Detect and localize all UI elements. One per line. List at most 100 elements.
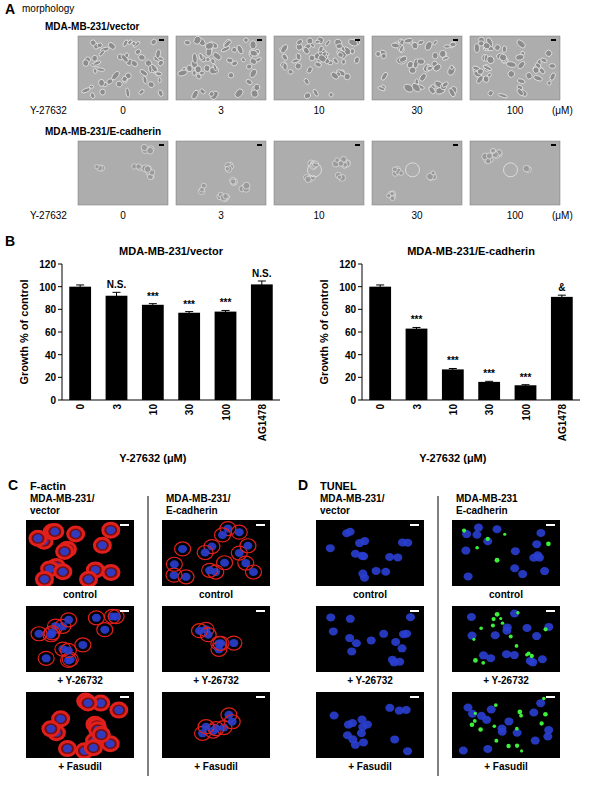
cell — [432, 52, 438, 59]
x-axis-label: Y-27632 (μM) — [419, 452, 487, 464]
cell — [192, 36, 202, 46]
cell — [282, 54, 288, 61]
error-line — [380, 285, 381, 288]
scale-bar — [410, 524, 419, 526]
cells — [461, 524, 550, 581]
x-tick-label: AG1478 — [557, 404, 568, 442]
cell — [337, 52, 344, 59]
dose-label: Y-27632 — [30, 105, 67, 116]
tunel-signal — [515, 744, 519, 748]
nucleus — [390, 735, 399, 743]
row-label: + Fasudil — [194, 761, 238, 772]
cell — [309, 55, 315, 61]
y-tick-label: 100 — [339, 282, 356, 293]
nucleus — [360, 537, 369, 545]
error-bar — [413, 327, 421, 329]
cell — [485, 55, 495, 65]
cell — [225, 167, 229, 171]
cell — [517, 78, 526, 84]
f-actin — [231, 525, 247, 539]
fluorescence-image — [316, 606, 424, 672]
tunel-signal — [478, 727, 483, 732]
cell — [281, 53, 289, 61]
cell — [125, 88, 130, 98]
nucleus — [402, 706, 411, 714]
nucleus — [482, 716, 491, 724]
nucleus — [474, 524, 483, 532]
cell — [499, 53, 508, 61]
bar — [406, 329, 428, 400]
column-title: vector — [30, 505, 60, 516]
nucleus — [529, 708, 538, 716]
cell — [317, 53, 328, 63]
f-actin — [30, 531, 46, 545]
nucleus — [358, 570, 367, 578]
row-title: MDA-MB-231/E-cadherin — [45, 126, 161, 137]
image-bg — [26, 692, 134, 758]
cell — [205, 42, 215, 50]
cell — [249, 57, 258, 65]
nucleus — [483, 537, 492, 545]
tunel-signal — [495, 558, 500, 563]
tunel-signal — [501, 621, 504, 624]
cell — [233, 88, 244, 100]
cell — [341, 59, 346, 64]
cell — [324, 39, 331, 46]
tunel-signal — [516, 611, 519, 614]
nucleus — [326, 544, 335, 552]
image-bg — [26, 520, 134, 586]
tunel-signal — [544, 627, 548, 631]
f-actin — [166, 557, 182, 571]
dose: 30 — [411, 210, 423, 221]
cells — [95, 144, 155, 179]
panel-label: D — [298, 477, 308, 493]
x-tick-label: 30 — [184, 404, 195, 416]
f-actin — [43, 722, 59, 736]
tunel-signal — [473, 719, 477, 723]
cell — [486, 153, 492, 159]
tunel-signal — [491, 617, 495, 621]
nucleus — [502, 627, 511, 635]
nucleus — [540, 567, 549, 575]
cell — [305, 176, 311, 182]
panel-label: A — [5, 1, 15, 17]
nucleus — [502, 650, 511, 658]
y-tick-label: 20 — [45, 372, 57, 383]
nucleus — [33, 534, 42, 542]
chart-title: MDA-MB-231/vector — [119, 245, 224, 257]
dose: 100 — [507, 210, 524, 221]
f-actin — [38, 651, 54, 665]
fluorescence-image — [452, 606, 560, 672]
x-tick-label: 10 — [448, 404, 459, 416]
y-tick-label: 60 — [345, 327, 357, 338]
cells — [177, 36, 262, 100]
cell — [380, 71, 388, 81]
cell — [236, 44, 244, 55]
nucleus — [342, 529, 351, 537]
micrograph — [78, 141, 168, 205]
f-actin — [245, 565, 261, 579]
cell — [312, 88, 319, 97]
cells — [303, 156, 350, 182]
y-tick-label: 40 — [45, 350, 57, 361]
cell — [448, 87, 456, 97]
cell — [303, 78, 310, 86]
scale-bar — [410, 696, 419, 698]
scale-bar — [453, 39, 458, 41]
micrograph — [372, 141, 462, 205]
nucleus — [461, 547, 470, 555]
nucleus — [347, 647, 356, 655]
f-actin — [166, 568, 182, 582]
significance: *** — [520, 372, 532, 383]
nucleus — [535, 554, 544, 562]
tunel-signal — [499, 617, 502, 620]
cell — [540, 57, 548, 63]
micrograph-bg — [372, 36, 462, 100]
nucleus — [536, 529, 545, 537]
x-tick-label: 10 — [148, 404, 159, 416]
cell — [517, 60, 527, 70]
divider — [438, 496, 439, 776]
cell — [444, 45, 450, 48]
fluorescence-image — [26, 520, 134, 586]
f-actin — [240, 539, 256, 553]
